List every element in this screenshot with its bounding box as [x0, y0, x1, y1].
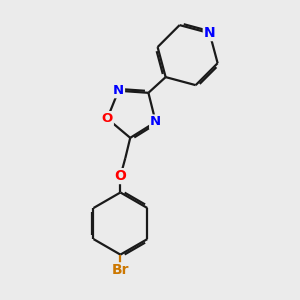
Text: N: N — [113, 84, 124, 97]
Text: N: N — [150, 116, 161, 128]
Text: O: O — [102, 112, 113, 125]
Text: N: N — [204, 26, 215, 40]
Text: Br: Br — [112, 263, 129, 277]
Text: O: O — [115, 169, 126, 183]
